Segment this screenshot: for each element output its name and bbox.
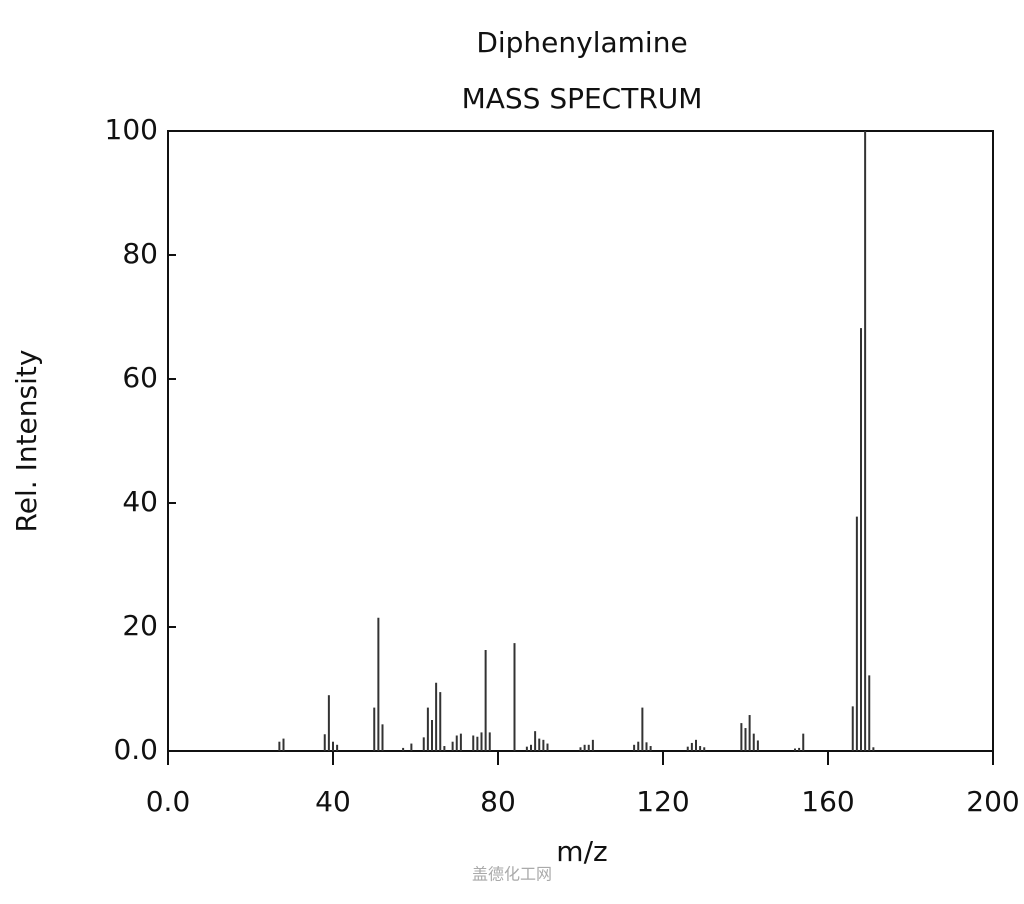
x-tick-label: 40 bbox=[315, 785, 351, 818]
x-tick-label: 160 bbox=[801, 785, 854, 818]
y-tick-label: 20 bbox=[122, 609, 158, 642]
chart-title: Diphenylamine bbox=[476, 26, 687, 59]
x-tick-label: 0.0 bbox=[146, 785, 191, 818]
y-tick-label: 40 bbox=[122, 485, 158, 518]
y-tick-label: 80 bbox=[122, 237, 158, 270]
plot-frame bbox=[167, 130, 994, 752]
y-tick-label: 60 bbox=[122, 361, 158, 394]
y-tick-label: 0.0 bbox=[113, 733, 158, 766]
x-tick-label: 80 bbox=[480, 785, 516, 818]
y-axis-label: Rel. Intensity bbox=[10, 350, 43, 533]
y-tick-label: 100 bbox=[105, 113, 158, 146]
x-tick-label: 200 bbox=[966, 785, 1019, 818]
chart-subtitle: MASS SPECTRUM bbox=[462, 82, 703, 115]
x-axis-label: m/z bbox=[556, 835, 607, 868]
x-tick-label: 120 bbox=[636, 785, 689, 818]
watermark: 盖德化工网 bbox=[472, 865, 552, 884]
